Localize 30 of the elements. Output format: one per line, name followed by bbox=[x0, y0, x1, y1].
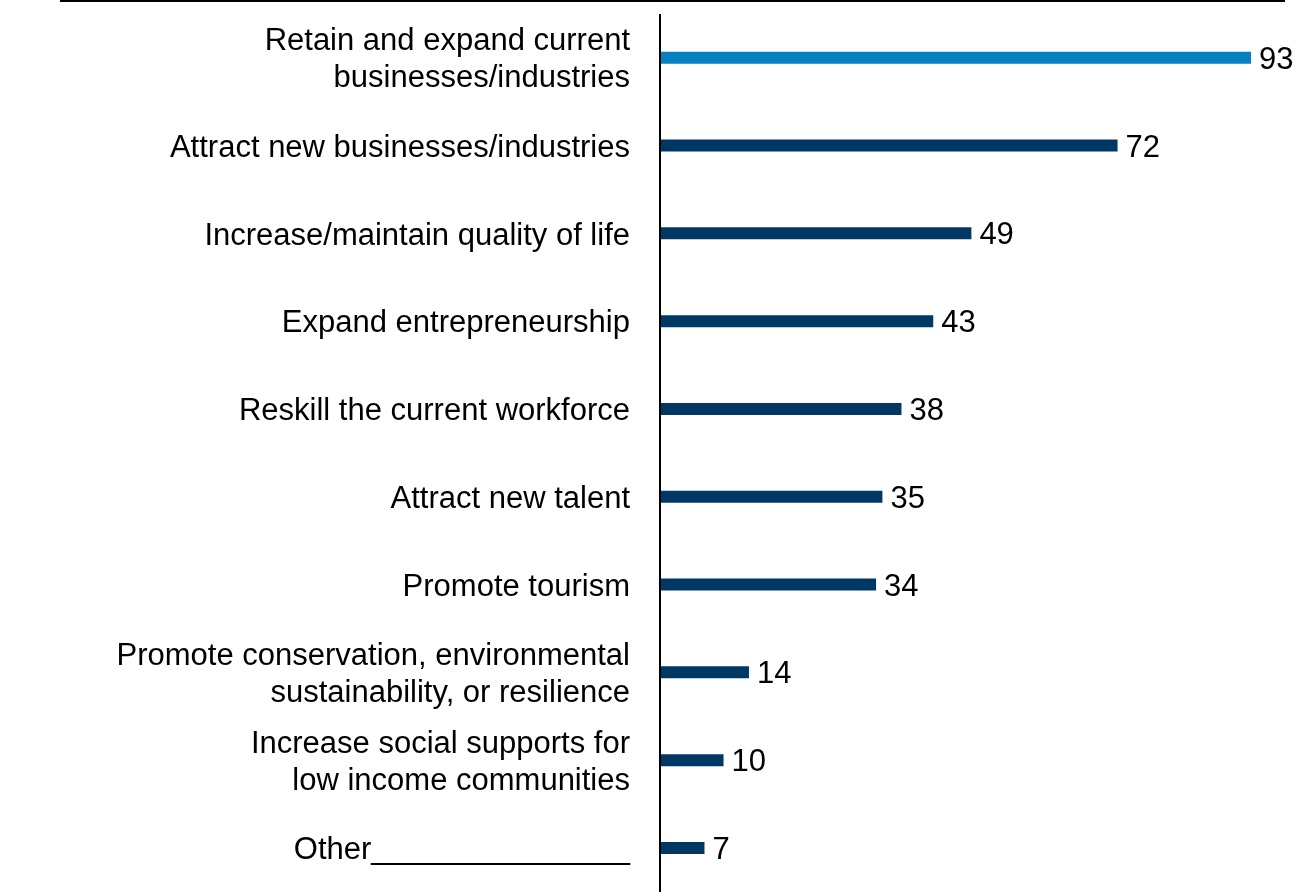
data-label: 49 bbox=[979, 216, 1014, 252]
data-label: 14 bbox=[756, 655, 792, 691]
y-tick-label: Increase/maintain quality of life bbox=[204, 216, 630, 251]
y-tick-label: Attract new talent bbox=[390, 479, 631, 515]
data-label: 38 bbox=[909, 391, 944, 427]
bar bbox=[660, 139, 1118, 152]
data-label: 10 bbox=[731, 743, 767, 779]
y-tick-label: Promote conservation, environmental sustainability, or resilience bbox=[116, 636, 630, 709]
bar bbox=[660, 841, 705, 854]
bar bbox=[660, 490, 883, 503]
y-tick-label: Retain and expand current businesses/industries bbox=[264, 21, 631, 94]
y-tick-label: Increase social supports for low income communities bbox=[250, 724, 630, 797]
y-tick-label: Promote tourism bbox=[402, 567, 630, 603]
data-label: 43 bbox=[941, 304, 976, 340]
data-label: 34 bbox=[884, 567, 919, 603]
bar bbox=[660, 578, 877, 591]
data-label: 72 bbox=[1125, 128, 1161, 164]
data-label: 35 bbox=[890, 479, 925, 515]
y-tick-label: Expand entrepreneurship bbox=[281, 303, 630, 339]
bar bbox=[660, 402, 902, 415]
data-label: 7 bbox=[712, 830, 730, 866]
bar bbox=[660, 754, 724, 767]
bar bbox=[660, 51, 1251, 64]
y-tick-label: Reskill the current workforce bbox=[238, 391, 630, 427]
bar bbox=[660, 315, 934, 328]
bar bbox=[660, 666, 749, 679]
y-tick-label: Other_______________ bbox=[293, 830, 631, 866]
bar bbox=[660, 227, 972, 240]
y-tick-label: Attract new businesses/industries bbox=[169, 128, 630, 164]
data-label: 93 bbox=[1259, 40, 1294, 76]
